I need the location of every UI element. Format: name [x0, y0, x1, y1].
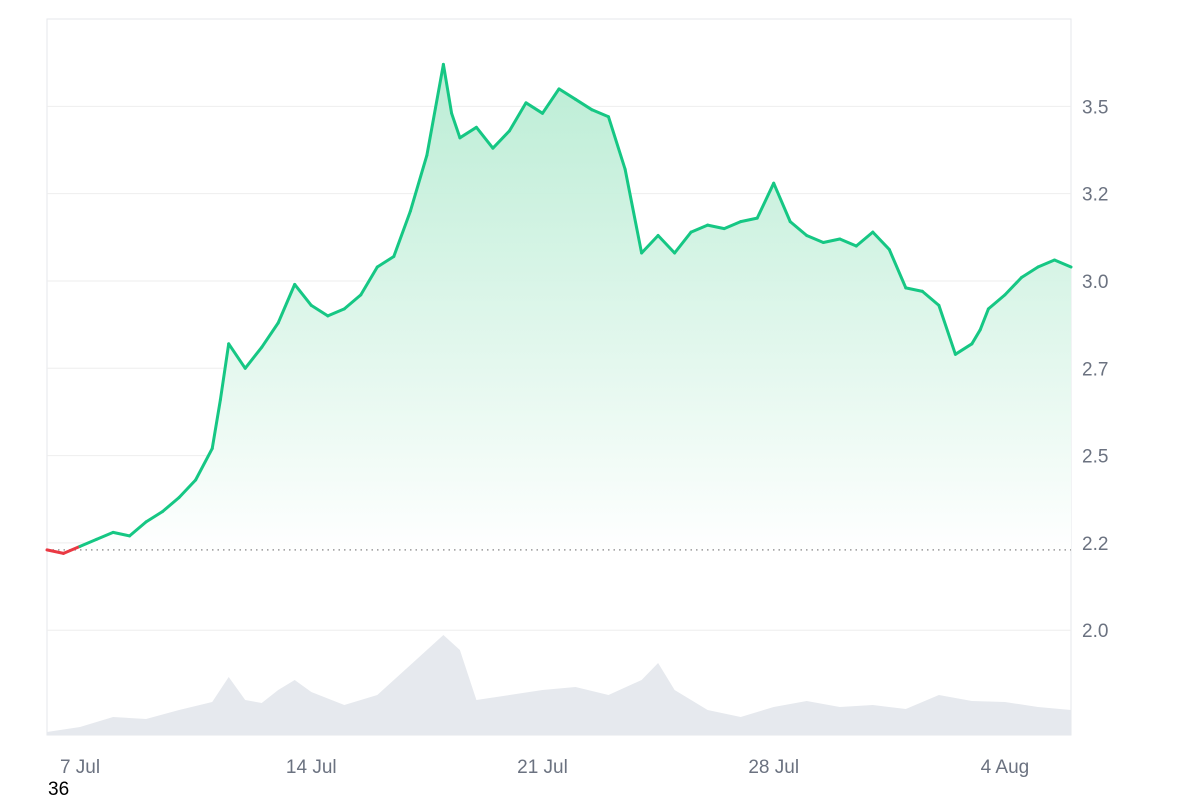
price-line-segment — [887, 248, 908, 290]
price-line-segment — [45, 548, 65, 555]
price-line-segment — [623, 167, 644, 255]
price-line-segment — [871, 230, 891, 251]
price-line-segment — [474, 125, 495, 150]
volume-area — [47, 635, 1071, 735]
price-line-segment — [937, 303, 957, 356]
price-line-segment — [1053, 258, 1073, 269]
price-line-segment — [986, 293, 1007, 311]
price-line-segment — [788, 220, 809, 237]
price-line-segment — [821, 237, 842, 244]
price-line-segment — [293, 282, 313, 307]
price-line-segment — [524, 101, 544, 115]
volume-shape — [47, 635, 1071, 735]
price-line-segment — [128, 520, 148, 538]
price-line-segment — [978, 307, 990, 332]
price-line-segment — [772, 181, 792, 224]
price-line-segment — [227, 342, 247, 370]
price-line-segment — [541, 87, 561, 115]
price-line-segment — [739, 216, 759, 224]
price-line-segment — [243, 345, 264, 370]
y-tick-label: 3.5 — [1082, 97, 1108, 118]
y-axis-ticks: 3.5 3.2 3.0 2.7 2.5 2.2 2.0 — [1082, 97, 1108, 642]
price-line-segment — [508, 101, 528, 133]
price-line-segment — [574, 97, 594, 112]
price-line-segment — [557, 87, 577, 101]
x-tick-label: 14 Jul — [286, 757, 337, 778]
price-line-segment — [210, 398, 222, 451]
x-tick-label: 7 Jul — [60, 757, 100, 778]
price-line-segment — [276, 282, 297, 325]
price-line-segment — [111, 530, 132, 538]
y-tick-label: 3.0 — [1082, 272, 1108, 293]
x-tick-label: 4 Aug — [981, 757, 1030, 778]
price-line-segment — [177, 478, 198, 499]
price-line-segment — [62, 544, 82, 555]
price-line-segment — [656, 234, 677, 255]
price-line-segment — [689, 223, 710, 234]
price-line-segment — [408, 153, 429, 213]
price-area — [47, 64, 1071, 554]
price-line-segment — [755, 181, 776, 220]
price-line-segment — [194, 447, 214, 482]
price-line-segment — [458, 125, 478, 140]
price-line-segment — [1036, 258, 1056, 269]
price-line-segment — [326, 307, 346, 318]
price-line-segment — [95, 530, 115, 541]
price-line-segment — [491, 129, 511, 150]
price-line-segment — [854, 230, 875, 248]
price-line-segment — [970, 328, 982, 346]
y-tick-label: 2.2 — [1082, 534, 1108, 555]
y-tick-label: 2.7 — [1082, 359, 1108, 380]
price-line — [45, 62, 1073, 555]
price-line-segment — [359, 265, 379, 297]
price-line-segment — [838, 237, 858, 248]
x-axis-ticks: 7 Jul 14 Jul 21 Jul 28 Jul 4 Aug — [60, 757, 1029, 778]
price-line-segment — [375, 255, 396, 269]
price-line-segment — [722, 220, 743, 231]
y-tick-label: 3.2 — [1082, 185, 1108, 206]
price-line-segment — [425, 62, 445, 157]
price-line-segment — [1003, 276, 1023, 297]
price-line-segment — [78, 537, 98, 548]
price-line-segment — [904, 286, 924, 293]
y-tick-label: 2.5 — [1082, 447, 1108, 468]
price-line-segment — [590, 108, 610, 119]
x-tick-label: 21 Jul — [517, 757, 568, 778]
price-line-segment — [450, 111, 462, 140]
price-line-segment — [640, 234, 660, 255]
price-line-segment — [1020, 265, 1040, 279]
price-line-segment — [805, 234, 825, 244]
x-tick-label: 28 Jul — [748, 757, 799, 778]
price-line-segment — [342, 293, 363, 311]
y-tick-label: 2.0 — [1082, 621, 1108, 642]
price-line-segment — [144, 510, 165, 524]
price-line-segment — [161, 496, 181, 513]
price-line-segment — [392, 209, 412, 258]
price-line-segment — [260, 321, 280, 349]
price-line-segment — [309, 303, 330, 318]
price-line-segment — [607, 115, 627, 171]
price-line-segment — [673, 230, 693, 255]
price-line-segment — [953, 342, 974, 356]
price-line-segment — [441, 62, 454, 115]
price-area-fill — [47, 64, 1071, 554]
price-line-segment — [920, 289, 941, 307]
corner-label: 36 — [48, 779, 70, 800]
price-line-segment — [706, 223, 726, 231]
price-line-segment — [218, 342, 231, 402]
